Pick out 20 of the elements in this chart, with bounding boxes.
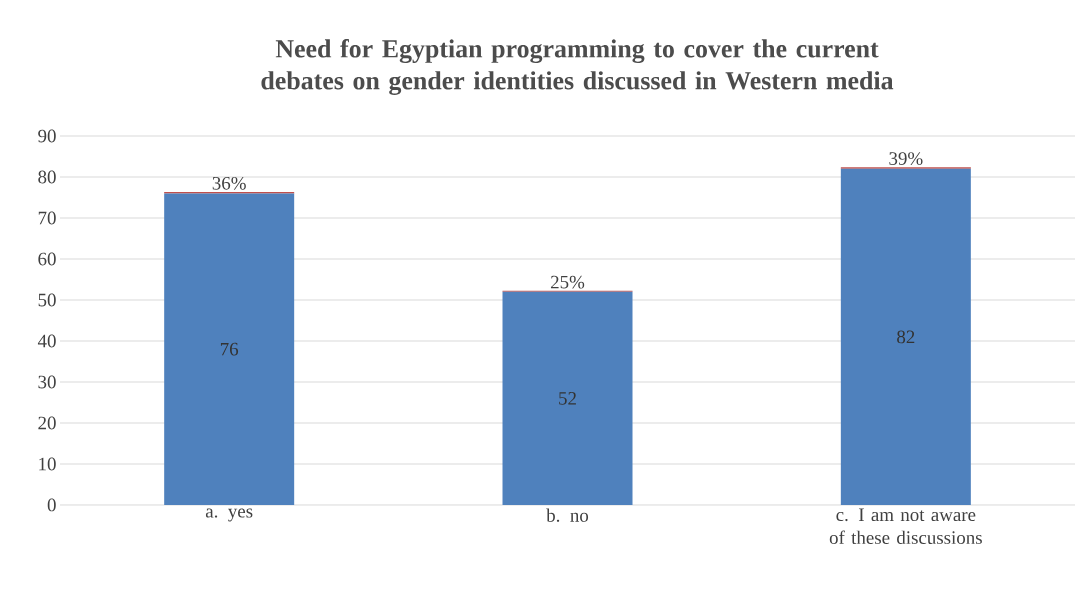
y-tick-label: 90 — [38, 129, 56, 143]
y-tick-label: 80 — [38, 170, 56, 184]
data-label: 36% — [212, 176, 246, 190]
data-label: 39% — [889, 152, 923, 165]
y-tick-label: 0 — [47, 498, 56, 512]
chart-title: Need for Egyptian programming to cover the current debates on gender identities discussed in Western media — [261, 39, 894, 95]
y-tick-label: 30 — [38, 375, 56, 389]
data-label: 52 — [559, 392, 576, 405]
y-tick-label: 20 — [38, 416, 56, 430]
y-tick-label: 40 — [37, 334, 56, 348]
x-tick-label: b. no — [546, 508, 589, 522]
data-label: 82 — [897, 330, 915, 344]
x-tick-label: a. yes — [205, 508, 253, 522]
y-tick-label: 60 — [38, 252, 56, 266]
y-tick-label: 70 — [38, 211, 56, 225]
y-tick-label: 50 — [38, 293, 56, 307]
y-tick-label: 10 — [39, 457, 56, 471]
data-label: 76 — [220, 342, 239, 356]
data-label: 25% — [550, 275, 585, 289]
x-tick-label: c. I am not aware of these discussions — [829, 508, 982, 544]
